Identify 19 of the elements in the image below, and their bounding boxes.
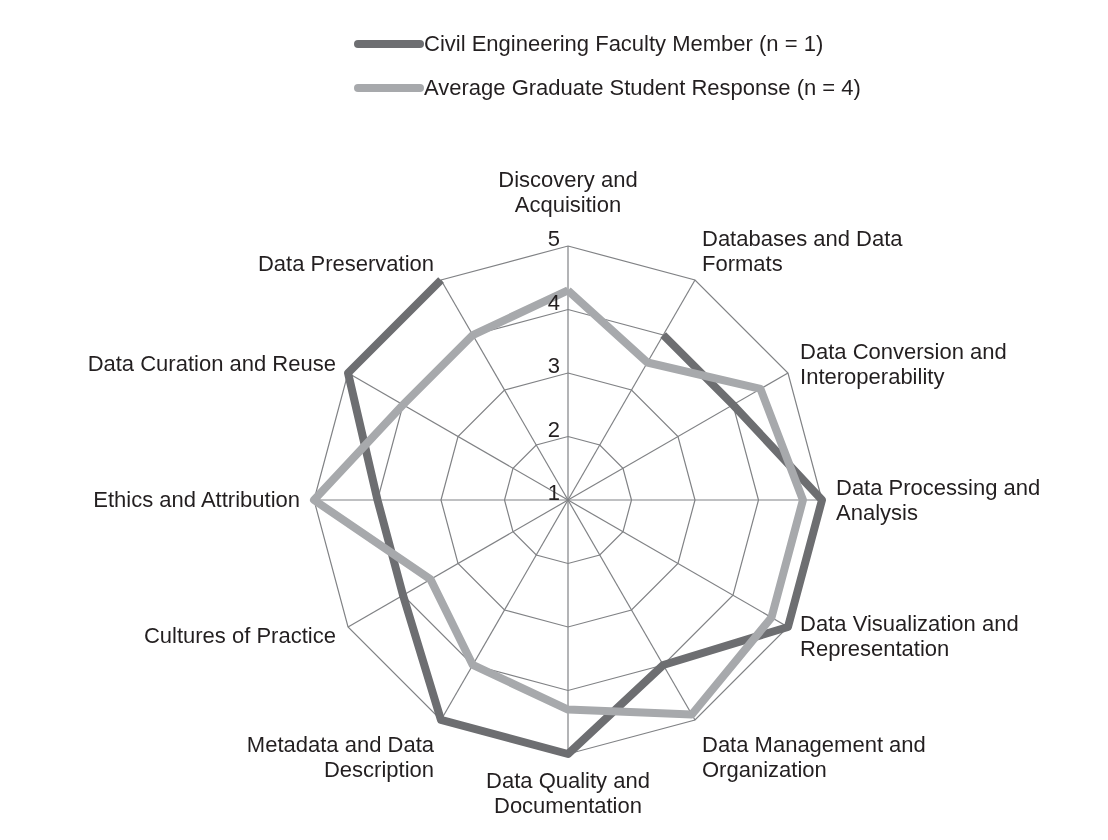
spoke-label: Data Curation and Reuse xyxy=(87,351,336,376)
y-tick-label: 2 xyxy=(547,416,560,442)
spoke-label: Data Processing and Analysis xyxy=(836,474,1041,525)
spoke-label: Metadata and Data Description xyxy=(246,731,435,782)
y-tick-label: 1 xyxy=(547,480,560,505)
spoke-label: Cultures of Practice xyxy=(143,623,336,648)
legend-label: Civil Engineering Faculty Member (n = 1) xyxy=(424,31,824,57)
y-tick-label: 4 xyxy=(547,289,560,315)
spoke-label: Data Conversion and Interoperability xyxy=(800,338,1007,389)
spoke-label: Data Management and Organization xyxy=(702,731,926,782)
spoke-label: Data Visualization and Representation xyxy=(800,610,1019,661)
legend-label: Average Graduate Student Response (n = 4) xyxy=(424,75,861,101)
spoke-label: Databases and Data Formats xyxy=(702,226,904,277)
spoke-label: Ethics and Attribution xyxy=(93,487,300,512)
spoke-label: Data Preservation xyxy=(257,251,434,277)
y-tick-label: 5 xyxy=(547,226,560,251)
spoke-label: Discovery and Acquisition xyxy=(498,167,638,217)
y-tick-label: 3 xyxy=(547,353,560,378)
spoke-label: Data Quality and Documentation xyxy=(486,768,650,818)
